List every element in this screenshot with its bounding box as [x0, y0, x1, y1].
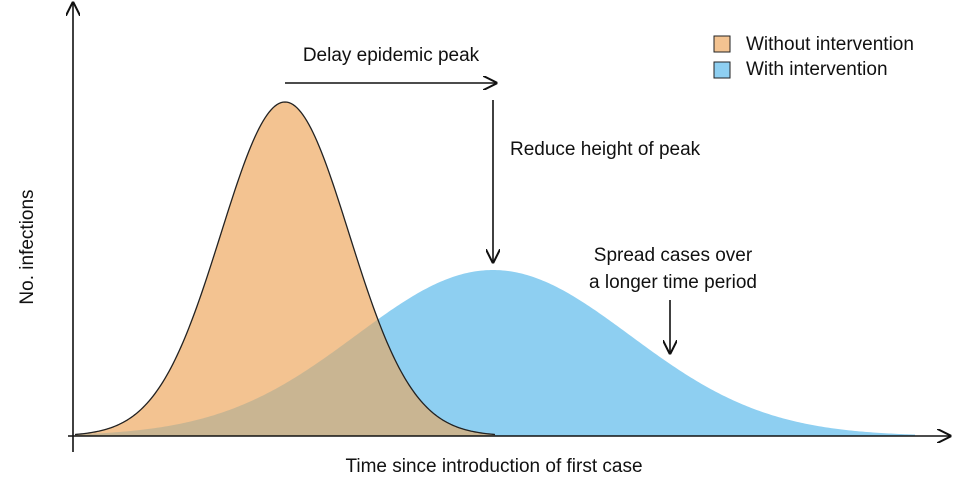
y-axis-label: No. infections — [17, 189, 38, 304]
annotation: a longer time period — [589, 272, 757, 293]
without-intervention-outline — [74, 101, 496, 436]
legend-label: With intervention — [746, 59, 888, 80]
x-axis-label: Time since introduction of first case — [345, 456, 642, 477]
annotation: Delay epidemic peak — [303, 45, 480, 66]
legend-swatch — [713, 61, 731, 79]
annotation: Reduce height of peak — [510, 139, 701, 160]
annotation: Spread cases over — [594, 245, 753, 266]
legend-label: Without intervention — [746, 34, 914, 55]
legend-swatch — [713, 35, 731, 53]
